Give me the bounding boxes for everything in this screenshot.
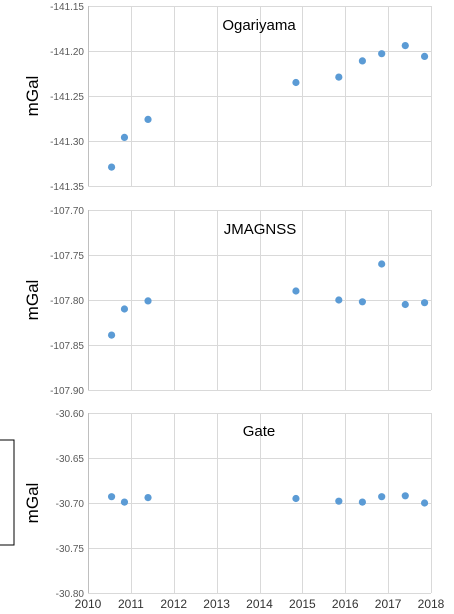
- data-point: [107, 331, 116, 339]
- data-point: [420, 499, 429, 507]
- data-point: [292, 494, 300, 503]
- y-tick-label: -141.15: [50, 2, 84, 13]
- chart-panels: -141.15 -141.20 -141.25 -141.30 -141.35 Ogari…: [23, 2, 432, 600]
- ylabel-bracket: [0, 439, 15, 546]
- data-point: [144, 115, 152, 123]
- x-tick-label: 2017: [375, 597, 402, 611]
- data-point: [358, 498, 366, 506]
- panel-title: Gate: [243, 423, 276, 440]
- panel-3: -30.60 -30.65 -30.70 -30.75 -30.80 Gate mGal: [23, 409, 432, 600]
- data-point: [335, 497, 343, 505]
- y-axis-label: mGal: [23, 76, 42, 117]
- x-tick-label: 2011: [118, 597, 144, 611]
- data-point: [107, 163, 116, 171]
- x-tick-label: 2013: [203, 597, 230, 611]
- y-tick-label: -30.75: [56, 544, 85, 555]
- x-tick-label: 2016: [332, 597, 359, 611]
- y-tick-label: -107.90: [50, 386, 84, 397]
- data-point: [401, 42, 409, 50]
- y-tick-label: -141.20: [50, 47, 84, 58]
- data-point: [358, 298, 366, 306]
- y-tick-label: -107.75: [50, 251, 84, 262]
- y-tick-label: -141.25: [50, 92, 84, 103]
- x-tick-label: 2012: [160, 597, 187, 611]
- y-tick-label: -107.80: [50, 296, 84, 307]
- data-point: [420, 52, 429, 61]
- data-point: [335, 296, 343, 304]
- data-point: [107, 493, 116, 501]
- y-tick-label: -30.80: [56, 589, 85, 600]
- data-point: [292, 78, 300, 87]
- data-point: [292, 287, 300, 295]
- y-tick-label: -141.30: [50, 137, 84, 148]
- data-point: [401, 300, 409, 309]
- data-point: [378, 493, 386, 501]
- x-tick-label: 2018: [418, 597, 445, 611]
- y-axis-label: mGal: [23, 280, 42, 321]
- y-tick-label: -30.70: [56, 499, 85, 510]
- panel-title: JMAGNSS: [224, 221, 297, 238]
- data-point: [378, 260, 386, 268]
- y-tick-label: -107.70: [50, 206, 84, 217]
- data-point: [335, 73, 343, 81]
- ylabel-bracket-line: [0, 439, 15, 546]
- x-tick-label: 2014: [246, 597, 273, 611]
- data-point: [120, 133, 129, 141]
- x-tick-label: 2015: [289, 597, 316, 611]
- data-point: [120, 305, 129, 313]
- y-tick-label: -141.35: [50, 182, 84, 193]
- y-tick-label: -30.65: [56, 454, 85, 465]
- y-axis-label: mGal: [23, 483, 42, 524]
- data-point: [358, 57, 366, 65]
- panel-2: -107.70 -107.75 -107.80 -107.85 -107.90 JMAGN…: [23, 206, 432, 397]
- panel-1: -141.15 -141.20 -141.25 -141.30 -141.35 Ogari…: [23, 2, 432, 193]
- y-tick-label: -30.60: [56, 409, 85, 420]
- shared-x-axis: 2010 2011 2012 2013 2014 2015 2016 2017 2018: [75, 597, 445, 611]
- data-point: [401, 492, 409, 500]
- y-tick-label: -107.85: [50, 341, 84, 352]
- panel-title: Ogariyama: [222, 17, 296, 34]
- data-point: [144, 494, 152, 502]
- data-point: [120, 498, 129, 506]
- data-point: [144, 297, 152, 305]
- data-point: [420, 299, 429, 307]
- data-point: [378, 50, 386, 58]
- x-tick-label: 2010: [75, 597, 102, 611]
